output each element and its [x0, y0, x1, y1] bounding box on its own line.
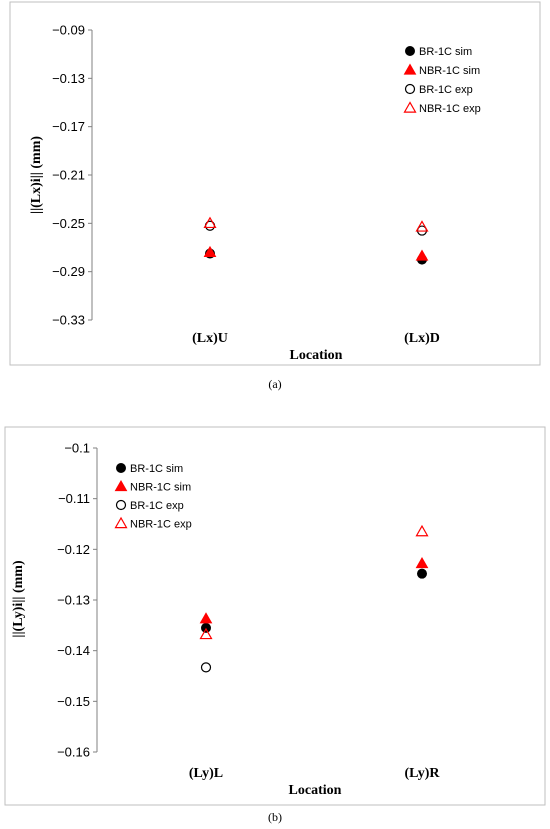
- legend-label-b: BR-1C sim: [130, 463, 183, 475]
- y-tick-label-a: −0.13: [52, 71, 85, 86]
- chart-panel-a: −0.09 −0.13 −0.17 −0.21 −0.25 −0.29 −0.33 (Lx)U…: [0, 0, 550, 395]
- y-tick-label-b: −0.14: [57, 643, 90, 658]
- y-tick-label-b: −0.13: [57, 593, 90, 608]
- y-axis-title-a: ||(Lx)i|| (mm): [29, 136, 44, 214]
- data-point-a: [415, 220, 429, 232]
- caption-a: (a): [268, 377, 282, 391]
- x-category-label-b: (Ly)L: [189, 766, 223, 781]
- x-category-label-b: (Ly)R: [405, 766, 441, 781]
- y-tick-label-a: −0.09: [52, 23, 85, 38]
- y-tick-label-b: −0.15: [57, 694, 90, 709]
- chart-b: −0.1 −0.11 −0.12 −0.13 −0.14 −0.15 −0.16 (Ly)L (…: [4, 426, 546, 806]
- legend-label-a: BR-1C sim: [419, 46, 472, 58]
- y-tick-label-b: −0.16: [57, 745, 90, 760]
- legend-label-b: NBR-1C sim: [130, 482, 191, 494]
- data-point-b: [199, 612, 213, 624]
- y-tick-label-b: −0.12: [57, 542, 90, 557]
- legend-label-a: NBR-1C exp: [419, 103, 481, 115]
- caption-b: (b): [268, 810, 282, 824]
- legend-marker-b: [115, 499, 127, 511]
- x-category-label-a: (Lx)U: [192, 331, 228, 346]
- legend-marker-a: [405, 46, 415, 56]
- legend-marker-b: [114, 479, 128, 492]
- y-tick-label-b: −0.1: [64, 441, 90, 456]
- data-point-b: [199, 627, 213, 640]
- chart-panel-b: −0.1 −0.11 −0.12 −0.13 −0.14 −0.15 −0.16 (Ly)L (…: [0, 424, 550, 829]
- data-point-a: [415, 249, 429, 261]
- x-category-label-a: (Lx)D: [404, 331, 440, 346]
- chart-frame-a: [9, 1, 541, 366]
- legend-marker-b: [116, 463, 126, 473]
- data-point-b: [200, 662, 212, 673]
- y-axis-title-b: ||(Ly)i|| (mm): [11, 560, 26, 638]
- y-tick-label-a: −0.25: [52, 216, 85, 231]
- legend-label-b: NBR-1C exp: [130, 519, 192, 531]
- x-axis-title-b: Location: [289, 783, 342, 798]
- legend-label-a: NBR-1C sim: [419, 65, 480, 77]
- data-point-b: [417, 568, 427, 579]
- data-point-a: [203, 245, 217, 257]
- chart-a: −0.09 −0.13 −0.17 −0.21 −0.25 −0.29 −0.33 (Lx)U…: [9, 1, 541, 366]
- y-tick-label-a: −0.33: [52, 313, 85, 328]
- chart-frame-b: [4, 426, 546, 806]
- y-tick-label-a: −0.17: [52, 119, 85, 134]
- data-point-b: [415, 557, 429, 569]
- x-axis-title-a: Location: [290, 348, 343, 363]
- legend-marker-a: [404, 83, 416, 95]
- data-point-a: [203, 216, 217, 229]
- legend-label-b: BR-1C exp: [130, 500, 184, 512]
- legend-label-a: BR-1C exp: [419, 84, 473, 96]
- legend-marker-a: [403, 101, 417, 113]
- legend-marker-a: [403, 63, 417, 75]
- legend-marker-b: [114, 516, 128, 529]
- data-point-b: [415, 524, 429, 537]
- y-tick-label-a: −0.21: [52, 168, 85, 183]
- y-tick-label-b: −0.11: [58, 491, 90, 506]
- y-tick-label-a: −0.29: [52, 264, 85, 279]
